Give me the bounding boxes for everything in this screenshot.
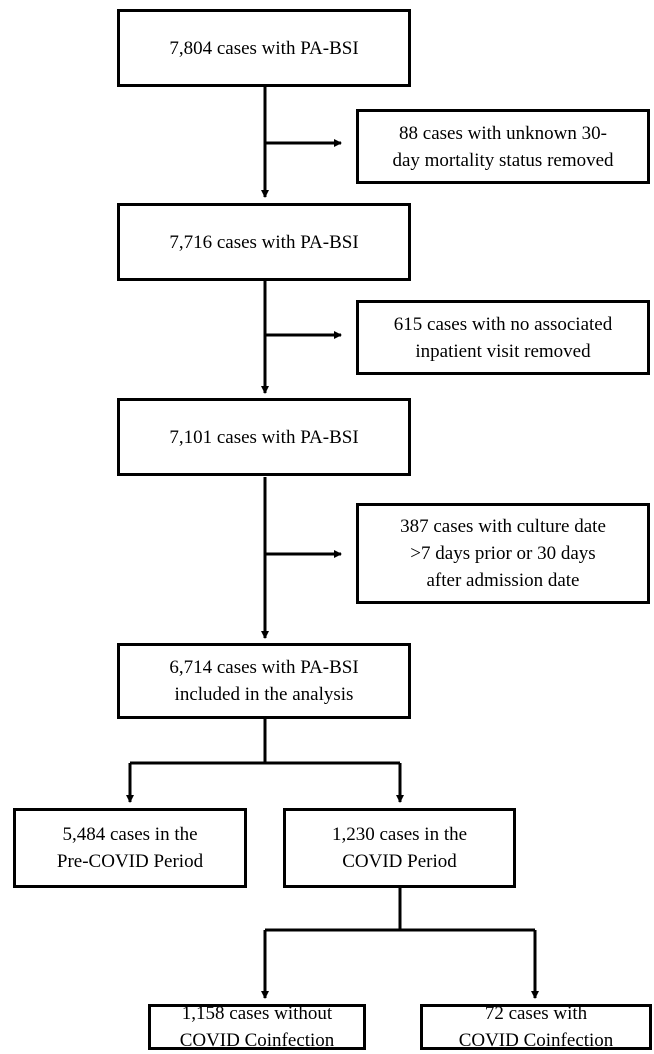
box-covid-period: 1,230 cases in the COVID Period: [283, 808, 516, 888]
box-7101-cases: 7,101 cases with PA-BSI: [117, 398, 411, 476]
box-exclusion-no-inpatient-visit: 615 cases with no associated inpatient v…: [356, 300, 650, 375]
box-7804-cases: 7,804 cases with PA-BSI: [117, 9, 411, 87]
box-exclusion-unknown-mortality: 88 cases with unknown 30- day mortality …: [356, 109, 650, 184]
box-pre-covid-period: 5,484 cases in the Pre-COVID Period: [13, 808, 247, 888]
box-with-coinfection: 72 cases with COVID Coinfection: [420, 1003, 652, 1051]
box-exclusion-culture-date: 387 cases with culture date >7 days prio…: [356, 503, 650, 604]
box-without-coinfection: 1,158 cases without COVID Coinfection: [148, 1003, 366, 1051]
box-7716-cases: 7,716 cases with PA-BSI: [117, 203, 411, 281]
box-6714-included: 6,714 cases with PA-BSI included in the …: [117, 643, 411, 719]
